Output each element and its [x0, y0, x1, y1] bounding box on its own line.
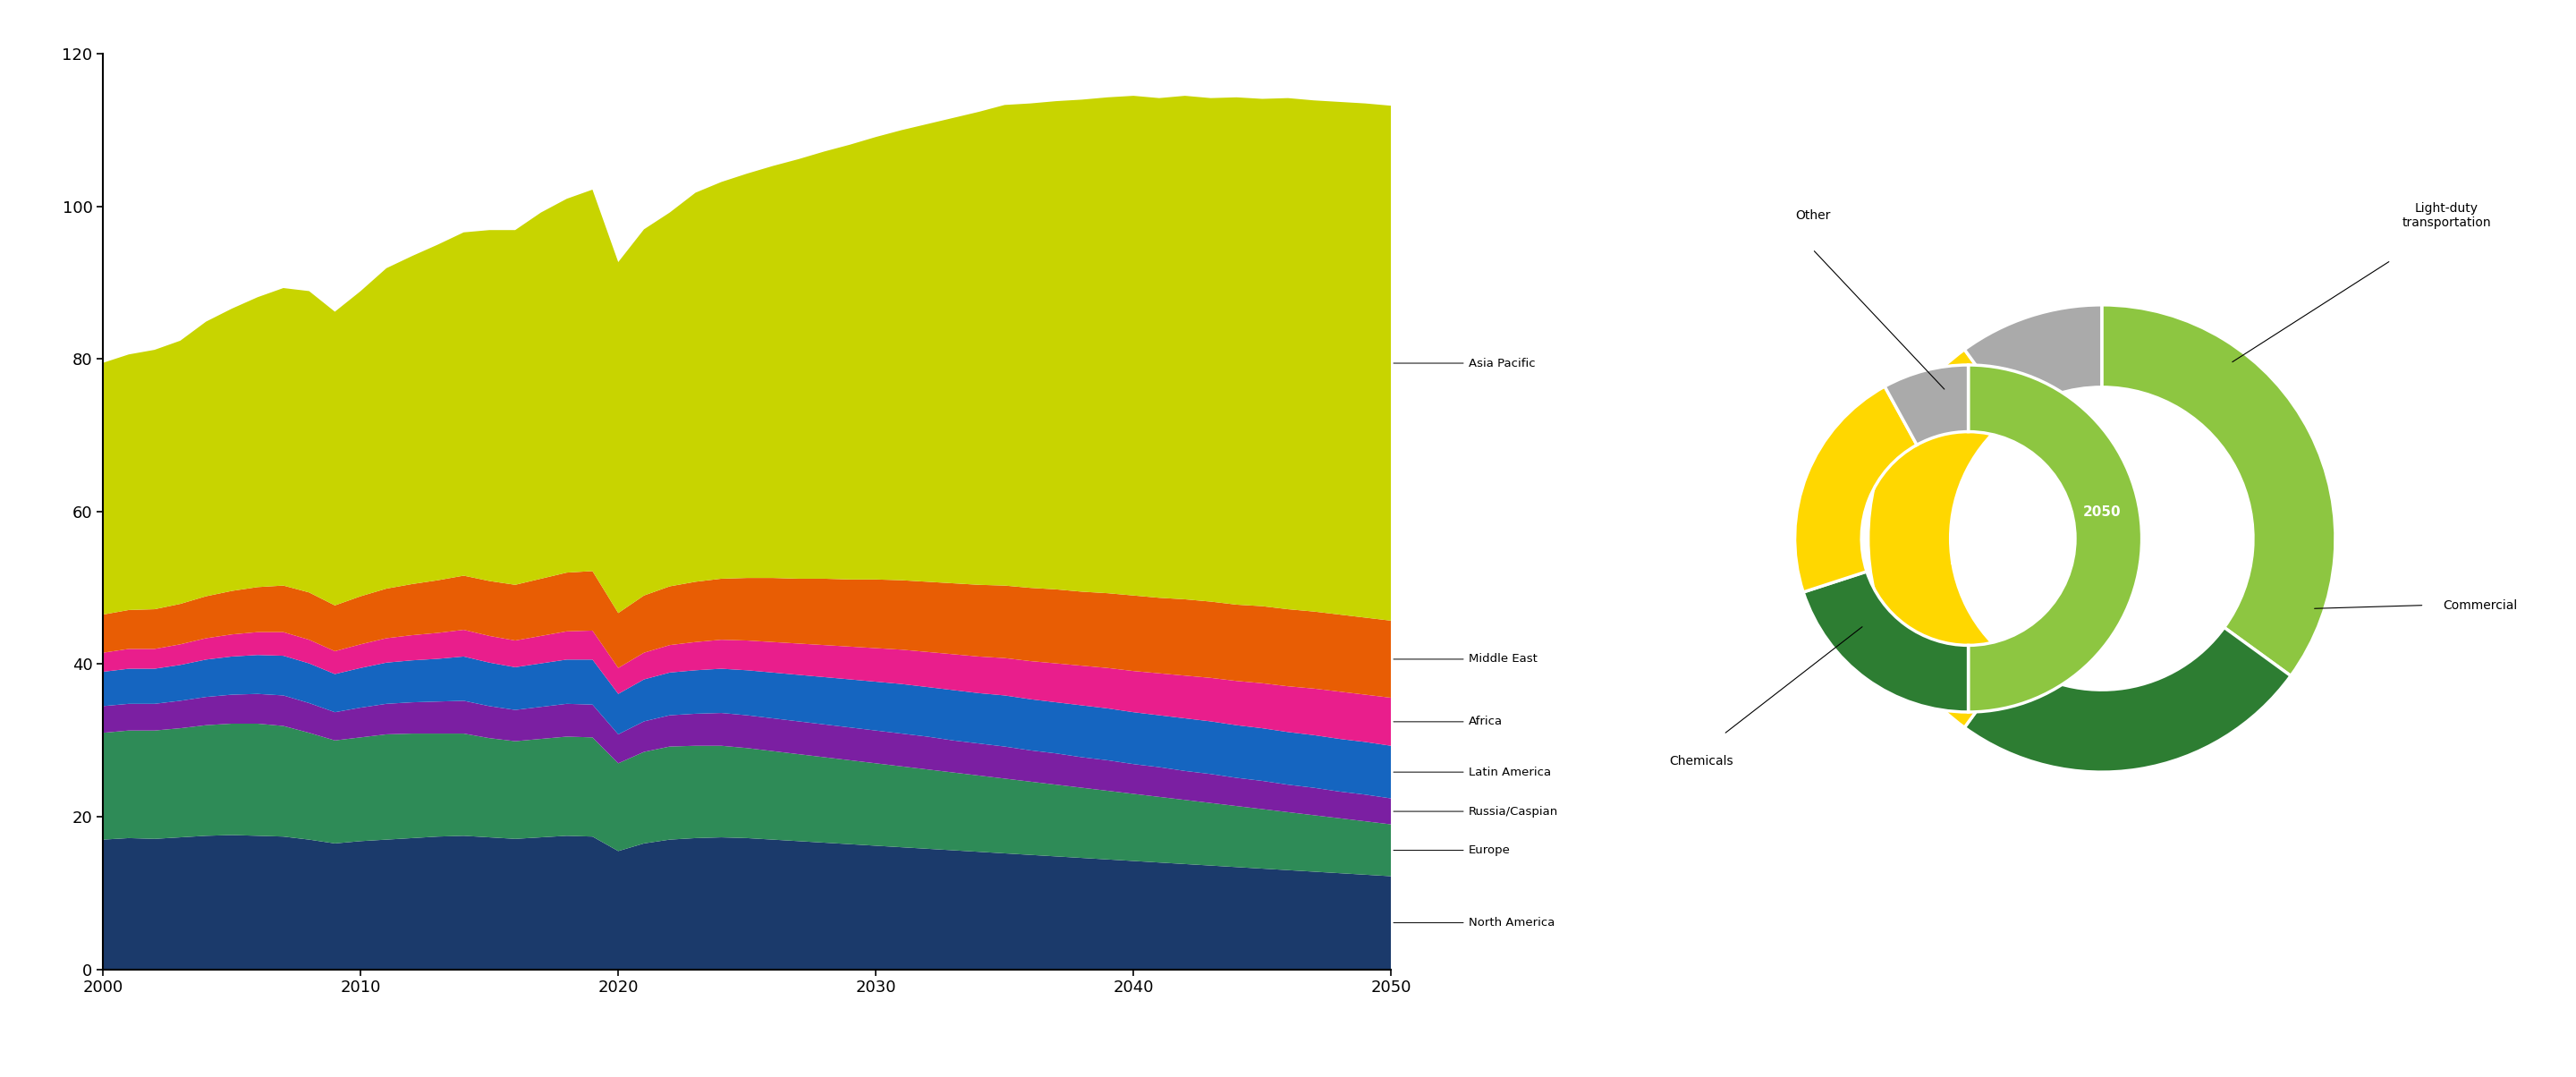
Wedge shape [1803, 572, 1968, 712]
Wedge shape [1868, 350, 2012, 727]
Text: 2021: 2021 [1950, 554, 1986, 568]
Wedge shape [1886, 365, 1968, 445]
Text: 2050: 2050 [2084, 505, 2120, 518]
Text: Commercial: Commercial [2442, 599, 2517, 612]
Wedge shape [1965, 305, 2102, 416]
Text: Russia/Caspian: Russia/Caspian [1394, 806, 1558, 817]
Wedge shape [1965, 628, 2290, 772]
Text: Middle East: Middle East [1394, 654, 1538, 665]
Text: Asia Pacific: Asia Pacific [1394, 358, 1535, 369]
Wedge shape [1795, 387, 1917, 592]
Wedge shape [2102, 305, 2336, 675]
Text: North America: North America [1394, 917, 1553, 928]
Text: Light-duty
transportation: Light-duty transportation [2401, 202, 2491, 229]
Text: Other: Other [1795, 210, 1829, 222]
Text: Latin America: Latin America [1394, 766, 1551, 778]
Text: Europe: Europe [1394, 844, 1510, 856]
Text: Chemicals: Chemicals [1669, 755, 1734, 767]
Wedge shape [1968, 365, 2141, 712]
Text: Africa: Africa [1394, 716, 1502, 728]
